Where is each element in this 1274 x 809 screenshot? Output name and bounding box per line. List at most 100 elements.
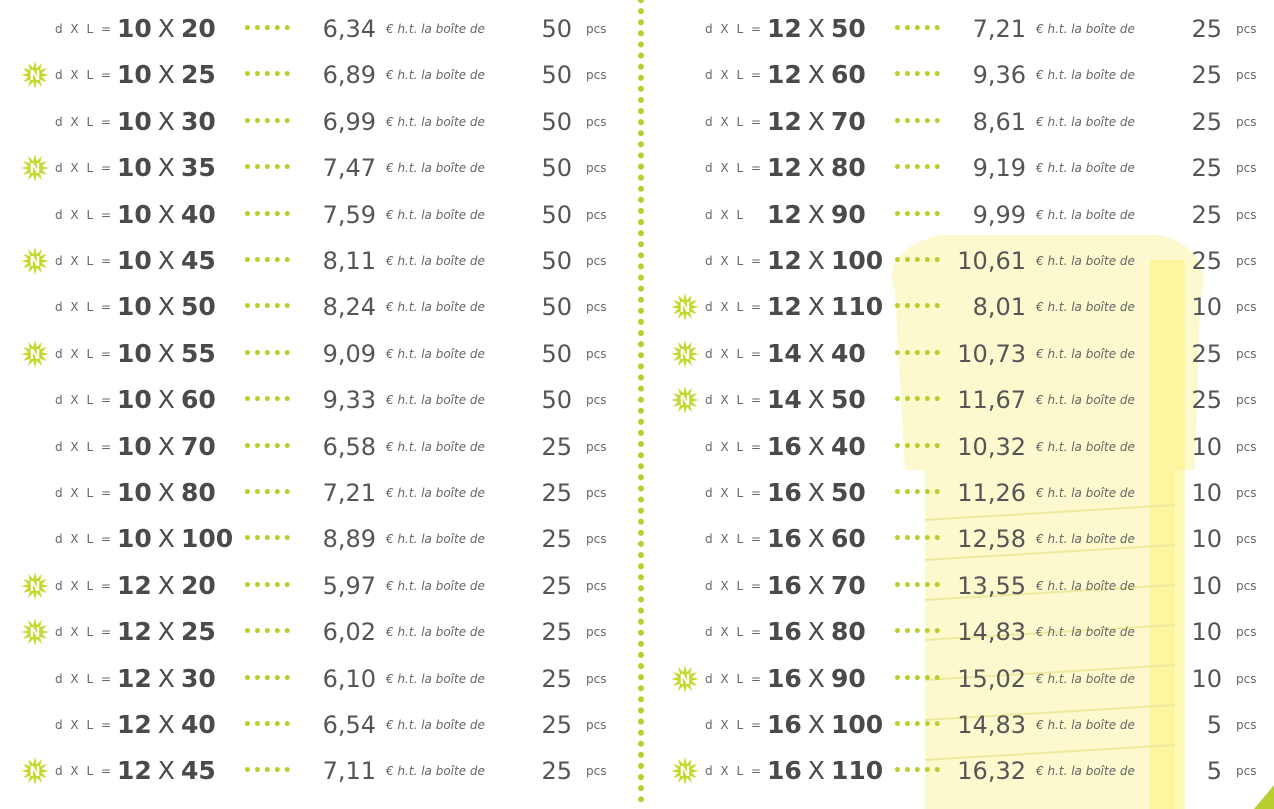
pieces-unit: pcs [1236,241,1256,281]
size-separator: X [158,385,175,414]
diameter: 12 [767,292,802,321]
price: 6,58 [296,427,376,467]
size-prefix: d X L = [705,55,763,95]
price-unit: € h.t. la boîte de [1036,427,1135,467]
size-prefix: d X L = [705,241,763,281]
price-unit: € h.t. la boîte de [386,9,485,49]
size-separator: X [158,478,175,507]
quantity: 50 [512,334,572,374]
diameter: 12 [117,756,152,785]
price-row: d X L =10X30•••••6,99€ h.t. la boîte de5… [0,102,630,142]
diameter: 16 [767,432,802,461]
leader-dots: ••••• [243,380,293,420]
size-prefix: d X L = [55,705,113,745]
length: 60 [831,60,866,89]
price: 7,21 [296,473,376,513]
quantity: 50 [512,148,572,188]
size-prefix: d X L = [55,427,113,467]
price: 5,97 [296,566,376,606]
size-prefix: d X L = [55,612,113,652]
size: 10X25 [117,55,216,95]
leader-dots: ••••• [243,473,293,513]
quantity: 25 [512,566,572,606]
diameter: 14 [767,339,802,368]
size: 10X70 [117,427,216,467]
leader-dots: ••••• [243,102,293,142]
price-row: d X L =10X70•••••6,58€ h.t. la boîte de2… [0,427,630,467]
diameter: 12 [767,60,802,89]
pieces-unit: pcs [586,380,606,420]
price-unit: € h.t. la boîte de [386,659,485,699]
quantity: 50 [512,287,572,327]
price-unit: € h.t. la boîte de [1036,334,1135,374]
badge-text: N [30,162,41,177]
quantity: 50 [512,102,572,142]
price-unit: € h.t. la boîte de [386,519,485,559]
quantity: 10 [1162,659,1222,699]
price: 9,33 [296,380,376,420]
leader-dots: ••••• [893,705,943,745]
pieces-unit: pcs [586,102,606,142]
size-separator: X [158,292,175,321]
size-separator: X [808,571,825,600]
size: 12X80 [767,148,866,188]
leader-dots: ••••• [243,751,293,791]
price: 6,54 [296,705,376,745]
size-separator: X [158,571,175,600]
price-row: d X L =10X20•••••6,34€ h.t. la boîte de5… [0,9,630,49]
diameter: 10 [117,432,152,461]
leader-dots: ••••• [893,751,943,791]
length: 80 [831,153,866,182]
pieces-unit: pcs [586,519,606,559]
quantity: 25 [1162,334,1222,374]
size-separator: X [808,756,825,785]
quantity: 25 [1162,148,1222,188]
leader-dots: ••••• [893,102,943,142]
leader-dots: ••••• [893,55,943,95]
price: 8,01 [946,287,1026,327]
size-prefix: d X L = [55,380,113,420]
badge-text: N [30,69,41,84]
price-unit: € h.t. la boîte de [1036,9,1135,49]
size-prefix: d X L = [705,380,763,420]
size: 10X45 [117,241,216,281]
price-row: Nd X L =14X50•••••11,67€ h.t. la boîte d… [650,380,1274,420]
price: 6,02 [296,612,376,652]
diameter: 16 [767,617,802,646]
price-unit: € h.t. la boîte de [386,241,485,281]
price-unit: € h.t. la boîte de [1036,102,1135,142]
size: 16X40 [767,427,866,467]
size-prefix: d X L = [705,705,763,745]
diameter: 12 [767,14,802,43]
diameter: 12 [767,200,802,229]
price-unit: € h.t. la boîte de [1036,380,1135,420]
length: 100 [831,246,883,275]
price-unit: € h.t. la boîte de [1036,241,1135,281]
diameter: 10 [117,339,152,368]
price-list: d X L =10X20•••••6,34€ h.t. la boîte de5… [0,0,1274,809]
size-separator: X [808,292,825,321]
leader-dots: ••••• [893,241,943,281]
size: 12X50 [767,9,866,49]
price: 7,59 [296,195,376,235]
size-prefix: d X L = [705,473,763,513]
diameter: 12 [767,246,802,275]
pieces-unit: pcs [1236,55,1256,95]
leader-dots: ••••• [243,334,293,374]
price-row: Nd X L =12X25•••••6,02€ h.t. la boîte de… [0,612,630,652]
leader-dots: ••••• [243,9,293,49]
leader-dots: ••••• [243,612,293,652]
price-unit: € h.t. la boîte de [1036,659,1135,699]
badge-text: N [680,673,691,688]
length: 100 [181,524,233,553]
leader-dots: ••••• [243,148,293,188]
price: 6,89 [296,55,376,95]
